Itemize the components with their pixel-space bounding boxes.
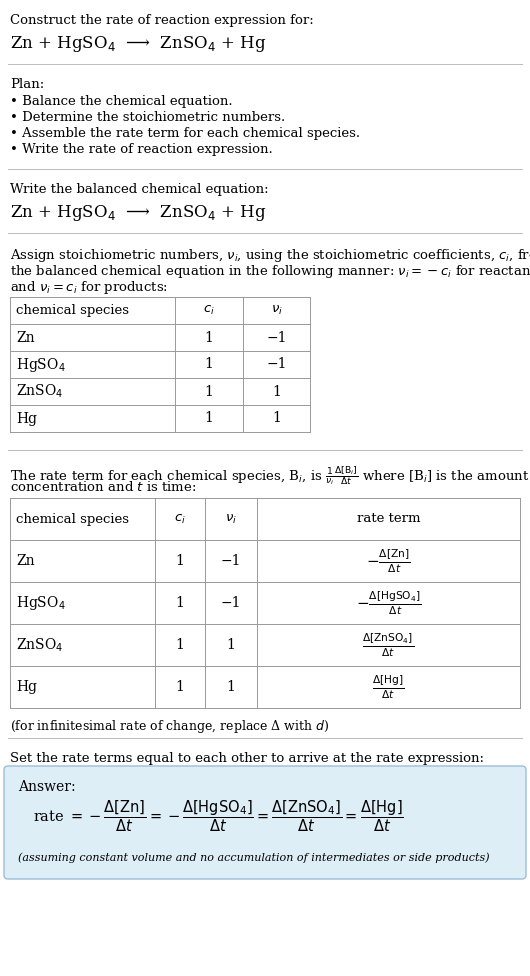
Text: Plan:: Plan: [10, 78, 44, 91]
Text: Answer:: Answer: [18, 780, 76, 794]
Text: $-\frac{\Delta[\mathrm{HgSO_4}]}{\Delta t}$: $-\frac{\Delta[\mathrm{HgSO_4}]}{\Delta … [356, 590, 421, 617]
Text: Zn + HgSO$_4$  ⟶  ZnSO$_4$ + Hg: Zn + HgSO$_4$ ⟶ ZnSO$_4$ + Hg [10, 203, 267, 223]
Text: $-\frac{\Delta[\mathrm{Zn}]}{\Delta t}$: $-\frac{\Delta[\mathrm{Zn}]}{\Delta t}$ [366, 548, 411, 575]
FancyBboxPatch shape [4, 766, 526, 879]
Text: (for infinitesimal rate of change, replace Δ with $d$): (for infinitesimal rate of change, repla… [10, 718, 330, 735]
Text: the balanced chemical equation in the following manner: $\nu_i = -c_i$ for react: the balanced chemical equation in the fo… [10, 263, 530, 280]
Text: • Assemble the rate term for each chemical species.: • Assemble the rate term for each chemic… [10, 127, 360, 140]
Text: $c_i$: $c_i$ [174, 512, 186, 525]
Text: Zn: Zn [16, 554, 34, 568]
Text: ZnSO$_4$: ZnSO$_4$ [16, 636, 63, 654]
Text: Set the rate terms equal to each other to arrive at the rate expression:: Set the rate terms equal to each other t… [10, 752, 484, 765]
Text: chemical species: chemical species [16, 304, 129, 317]
Text: $\frac{\Delta[\mathrm{Hg}]}{\Delta t}$: $\frac{\Delta[\mathrm{Hg}]}{\Delta t}$ [372, 673, 405, 701]
Text: Hg: Hg [16, 680, 37, 694]
Text: The rate term for each chemical species, B$_i$, is $\frac{1}{\nu_i}\frac{\Delta[: The rate term for each chemical species,… [10, 464, 529, 487]
Text: 1: 1 [226, 680, 235, 694]
Text: 1: 1 [175, 638, 184, 652]
Text: $\nu_i$: $\nu_i$ [225, 512, 237, 525]
Text: 1: 1 [205, 412, 214, 426]
Text: • Write the rate of reaction expression.: • Write the rate of reaction expression. [10, 143, 273, 156]
Text: Zn + HgSO$_4$  ⟶  ZnSO$_4$ + Hg: Zn + HgSO$_4$ ⟶ ZnSO$_4$ + Hg [10, 34, 267, 54]
Text: 1: 1 [175, 596, 184, 610]
Text: Zn: Zn [16, 331, 34, 345]
Text: Write the balanced chemical equation:: Write the balanced chemical equation: [10, 183, 269, 196]
Text: 1: 1 [272, 385, 281, 398]
Text: 1: 1 [205, 385, 214, 398]
Text: chemical species: chemical species [16, 512, 129, 525]
Text: Assign stoichiometric numbers, $\nu_i$, using the stoichiometric coefficients, $: Assign stoichiometric numbers, $\nu_i$, … [10, 247, 530, 264]
Text: $c_i$: $c_i$ [203, 304, 215, 317]
Text: 1: 1 [175, 554, 184, 568]
Text: • Determine the stoichiometric numbers.: • Determine the stoichiometric numbers. [10, 111, 285, 124]
Text: −1: −1 [266, 331, 287, 345]
Text: (assuming constant volume and no accumulation of intermediates or side products): (assuming constant volume and no accumul… [18, 852, 490, 863]
Text: $\frac{\Delta[\mathrm{ZnSO_4}]}{\Delta t}$: $\frac{\Delta[\mathrm{ZnSO_4}]}{\Delta t… [363, 631, 414, 659]
Text: • Balance the chemical equation.: • Balance the chemical equation. [10, 95, 233, 108]
Text: 1: 1 [205, 357, 214, 372]
Text: concentration and $t$ is time:: concentration and $t$ is time: [10, 480, 197, 494]
Text: ZnSO$_4$: ZnSO$_4$ [16, 383, 63, 400]
Text: rate $= -\dfrac{\Delta[\mathrm{Zn}]}{\Delta t} = -\dfrac{\Delta[\mathrm{HgSO_4}]: rate $= -\dfrac{\Delta[\mathrm{Zn}]}{\De… [33, 798, 404, 834]
Text: 1: 1 [205, 331, 214, 345]
Text: Hg: Hg [16, 412, 37, 426]
Text: HgSO$_4$: HgSO$_4$ [16, 594, 66, 612]
Text: 1: 1 [175, 680, 184, 694]
Text: $\nu_i$: $\nu_i$ [270, 304, 282, 317]
Text: and $\nu_i = c_i$ for products:: and $\nu_i = c_i$ for products: [10, 279, 168, 296]
Text: rate term: rate term [357, 512, 420, 525]
Text: −1: −1 [221, 554, 241, 568]
Text: −1: −1 [266, 357, 287, 372]
Text: 1: 1 [226, 638, 235, 652]
Text: Construct the rate of reaction expression for:: Construct the rate of reaction expressio… [10, 14, 314, 27]
Text: HgSO$_4$: HgSO$_4$ [16, 355, 66, 374]
Text: 1: 1 [272, 412, 281, 426]
Text: −1: −1 [221, 596, 241, 610]
